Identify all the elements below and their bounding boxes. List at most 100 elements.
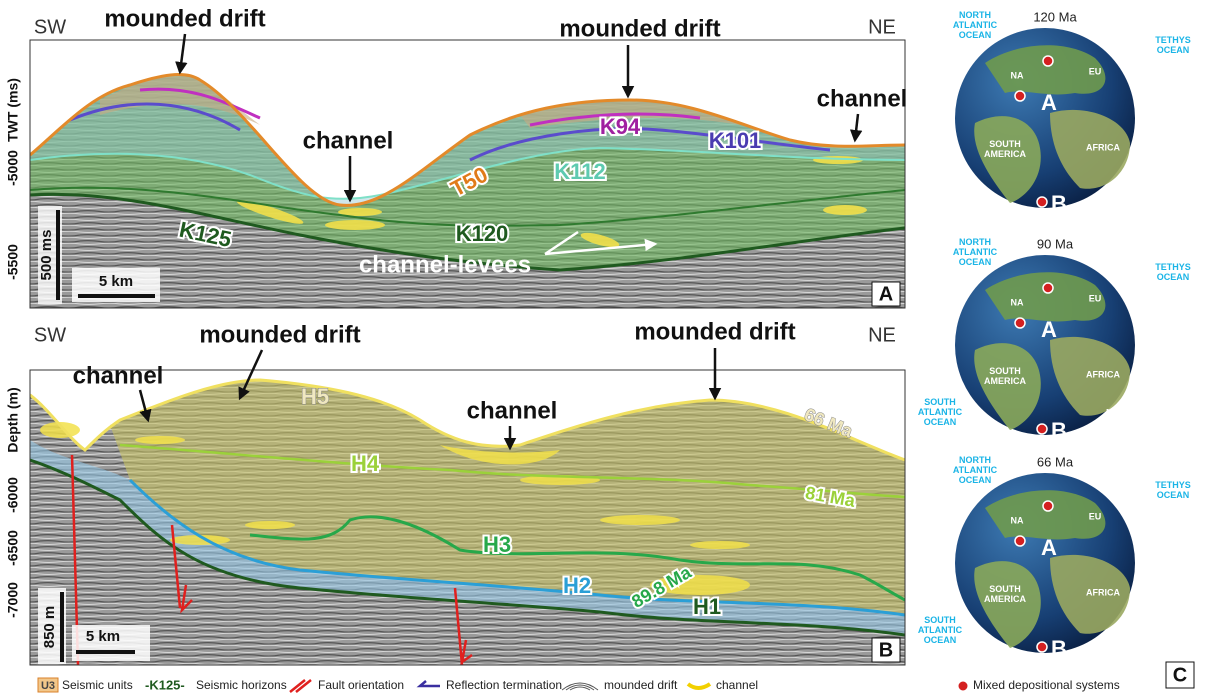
- horizon-label: K112: [554, 159, 605, 184]
- globe-label: NA: [1011, 297, 1024, 307]
- callout: channel-levees: [359, 251, 531, 278]
- globe-label: EU: [1089, 66, 1102, 76]
- horizon-label: H4: [351, 451, 380, 476]
- globe: 120 Ma NORTHATLANTICOCEAN TETHYSOCEAN NA EU A…: [953, 9, 1191, 215]
- globe-label: B: [1051, 418, 1067, 443]
- horizon-label: H2: [563, 573, 591, 598]
- horizon-label: H1: [693, 594, 721, 619]
- globe-label: SOUTHATLANTICOCEAN: [918, 615, 963, 645]
- globe-label: NA: [1011, 515, 1024, 525]
- globe-label: IN: [1123, 182, 1132, 192]
- callout-arrow: [855, 114, 858, 140]
- panel-label: C: [1173, 664, 1187, 686]
- globe-label: B: [1051, 191, 1067, 216]
- site-dot: [1043, 283, 1053, 293]
- callout: channel: [467, 397, 558, 424]
- globe-label: EU: [1089, 293, 1102, 303]
- globe-age: 66 Ma: [1037, 454, 1074, 469]
- globe-label: A: [1041, 535, 1057, 560]
- globe-label: NA: [1011, 70, 1024, 80]
- site-dot: [1043, 501, 1053, 511]
- scale-label: 850 m: [41, 606, 58, 649]
- legend-icon: [562, 683, 598, 690]
- globe-label: AFRICA: [1086, 369, 1120, 379]
- panel-label: B: [879, 639, 893, 661]
- tick-label: -6500: [5, 530, 21, 566]
- globe-label: IN: [1123, 409, 1132, 419]
- tick-label: -6000: [5, 477, 21, 513]
- site-dot: [1043, 56, 1053, 66]
- callout: channel: [73, 362, 164, 389]
- legend-symbol: U3: [41, 680, 55, 692]
- site-dot: [1037, 197, 1047, 207]
- callout: mounded drift: [199, 321, 360, 348]
- axis-label: TWT (ms): [5, 78, 21, 142]
- globe-label: A: [1041, 90, 1057, 115]
- site-dot: [1015, 91, 1025, 101]
- globe-label: B: [1051, 636, 1067, 661]
- legend-text: Fault orientation: [318, 678, 404, 692]
- horizon-label: K101: [709, 128, 762, 153]
- legend-icon: [420, 681, 440, 686]
- compass: NE: [868, 324, 896, 346]
- legend-symbol: -K125-: [145, 677, 185, 692]
- scale-label: 5 km: [99, 273, 133, 290]
- legend-text: channel: [716, 678, 758, 692]
- globe-age: 120 Ma: [1033, 9, 1077, 24]
- globe-label: MA: [1106, 407, 1120, 417]
- tick-label: -7000: [5, 582, 21, 618]
- figure: SW NE TWT (ms) -5000 -5500 mounded drift…: [0, 0, 1213, 695]
- site-dot: [1037, 424, 1047, 434]
- callout: channel: [303, 127, 394, 154]
- legend-icon: [688, 684, 710, 688]
- legend-icon: [958, 681, 968, 691]
- legend-text: Seismic horizons: [196, 678, 287, 692]
- site-dot: [1015, 536, 1025, 546]
- horizon-label: K120: [456, 221, 509, 246]
- axis-label: Depth (m): [5, 387, 21, 452]
- panel-a: SW NE TWT (ms) -5000 -5500 mounded drift…: [5, 5, 908, 308]
- scale-label: 5 km: [86, 628, 120, 645]
- legend: U3 Seismic units -K125- Seismic horizons…: [38, 677, 1120, 692]
- globe-label: AFRICA: [1086, 587, 1120, 597]
- globe-label: A: [1041, 317, 1057, 342]
- tick-label: -5500: [5, 244, 21, 280]
- legend-text: Mixed depositional systems: [973, 678, 1120, 692]
- compass: SW: [34, 324, 66, 346]
- globe-label: AFRICA: [1086, 142, 1120, 152]
- tick-label: -5000: [5, 150, 21, 186]
- callout: mounded drift: [559, 15, 720, 42]
- globe-label: EU: [1089, 511, 1102, 521]
- globe-label: TETHYSOCEAN: [1155, 35, 1191, 55]
- legend-text: mounded drift: [604, 678, 678, 692]
- site-dot: [1037, 642, 1047, 652]
- scale-label: 500 ms: [38, 230, 55, 281]
- legend-icon: [290, 680, 311, 692]
- compass: NE: [868, 16, 896, 38]
- horizon-label: H3: [483, 532, 511, 557]
- legend-text: Reflection termination: [446, 678, 562, 692]
- panel-label: A: [879, 283, 893, 305]
- compass: SW: [34, 16, 66, 38]
- callout: mounded drift: [104, 5, 265, 32]
- panel-b: SW NE Depth (m) -6000 -6500 -7000 mounde…: [5, 318, 905, 665]
- horizon-label: K94: [600, 114, 641, 139]
- horizon-label: H5: [301, 384, 329, 409]
- callout: mounded drift: [634, 318, 795, 345]
- site-dot: [1015, 318, 1025, 328]
- legend-text: Seismic units: [62, 678, 133, 692]
- callout: channel: [817, 85, 908, 112]
- globe-age: 90 Ma: [1037, 236, 1074, 251]
